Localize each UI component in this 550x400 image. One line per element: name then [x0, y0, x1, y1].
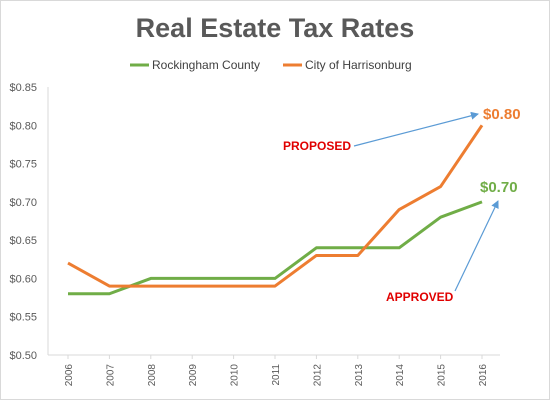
annotation-proposed-arrow [353, 111, 479, 147]
y-tick-label: $0.70 [9, 197, 37, 209]
x-tick-label: 2016 [478, 364, 489, 387]
x-tick-label: 2015 [437, 364, 448, 387]
x-tick-label: 2007 [105, 364, 116, 387]
y-tick-label: $0.55 [9, 312, 37, 324]
legend-label-rockingham-county: Rockingham County [152, 58, 260, 72]
x-tick-label: 2008 [147, 364, 158, 387]
y-axis-ticks: $0.50 $0.55 $0.60 $0.65 $0.70 $0.75 $0.80 $0.85 [9, 82, 37, 362]
annotation-approved-arrow [454, 200, 499, 292]
legend: Rockingham County City of Harrisonburg [130, 58, 412, 72]
annotation-proposed-label: PROPOSED [283, 139, 351, 153]
x-tick-label: 2014 [395, 364, 406, 387]
annotation-proposed: PROPOSED [283, 111, 479, 153]
y-tick-label: $0.75 [9, 159, 37, 171]
x-tick-label: 2013 [354, 364, 365, 387]
x-tick-label: 2006 [64, 364, 75, 387]
legend-label-city-of-harrisonburg: City of Harrisonburg [305, 58, 412, 72]
y-tick-label: $0.80 [9, 120, 37, 132]
x-tick-label: 2011 [271, 364, 282, 386]
y-tick-label: $0.60 [9, 273, 37, 285]
series-line-rockingham-county [68, 200, 483, 296]
y-tick-label: $0.85 [9, 82, 37, 94]
x-tick-label: 2009 [188, 364, 199, 387]
chart-title: Real Estate Tax Rates [136, 13, 415, 43]
x-axis-ticks: 2006 2007 2008 2009 2010 2011 2012 2013 2014 2015… [64, 355, 489, 386]
series-lines [67, 124, 484, 296]
x-tick-label: 2012 [312, 364, 323, 387]
series-line-city-of-harrisonburg [67, 124, 484, 288]
annotation-approved-label: APPROVED [386, 290, 454, 304]
end-label-rockingham-county: $0.70 [480, 179, 518, 196]
y-tick-label: $0.50 [9, 350, 37, 362]
y-tick-label: $0.65 [9, 235, 37, 247]
annotation-approved: APPROVED [386, 200, 499, 304]
end-label-city-of-harrisonburg: $0.80 [483, 106, 521, 123]
x-tick-label: 2010 [230, 364, 241, 387]
